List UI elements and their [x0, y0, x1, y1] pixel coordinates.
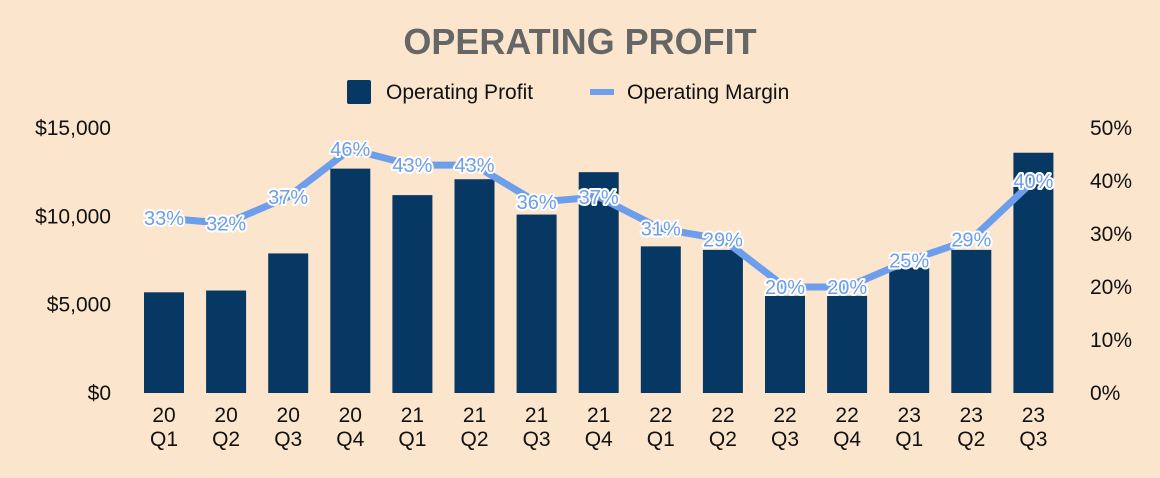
right-tick-label: 20%	[1090, 276, 1132, 299]
bar-series-operating-profit	[144, 152, 1054, 393]
category-label: 22 Q1	[647, 404, 675, 451]
bar-22-q4	[827, 295, 868, 393]
category-label: 20 Q4	[336, 404, 364, 451]
bar-23-q1	[889, 267, 930, 393]
margin-label-20-q3: 37%	[268, 187, 308, 209]
legend-label-operating-profit: Operating Profit	[386, 81, 533, 104]
margin-label-21-q4: 37%	[579, 187, 619, 209]
bar-20-q2	[206, 290, 247, 393]
bar-21-q4	[578, 172, 619, 393]
left-tick-label: $15,000	[35, 117, 111, 140]
category-label: 20 Q3	[274, 404, 302, 451]
right-tick-label: 10%	[1090, 329, 1132, 352]
bar-20-q1	[144, 292, 184, 393]
bar-20-q4	[330, 168, 371, 393]
category-label: 21 Q4	[585, 404, 613, 451]
category-label: 23 Q1	[895, 404, 923, 451]
x-axis: 20 Q1 20 Q2 20 Q3 20 Q4 21 Q1 21 Q2 21 Q3 21 Q4 22 Q1 22 Q2…	[150, 404, 1047, 451]
left-tick-label: $0	[88, 382, 111, 405]
category-label: 21 Q3	[523, 404, 551, 451]
category-label: 22 Q3	[771, 404, 799, 451]
margin-label-20-q2: 32%	[206, 213, 246, 235]
margin-label-20-q4: 46%	[330, 139, 370, 161]
left-tick-label: $10,000	[35, 205, 111, 228]
bar-22-q2	[702, 249, 743, 393]
chart-title: OPERATING PROFIT	[403, 21, 756, 62]
category-label: 23 Q2	[957, 404, 985, 451]
category-label: 20 Q2	[212, 404, 240, 451]
category-label: 22 Q4	[833, 404, 861, 451]
left-tick-label: $5,000	[47, 294, 111, 317]
margin-label-21-q3: 36%	[517, 192, 557, 214]
bar-21-q1	[392, 195, 433, 393]
line-series-operating-margin	[160, 145, 1037, 291]
operating-margin-line	[160, 145, 1037, 291]
right-axis: 0% 10% 20% 30% 40% 50%	[1090, 117, 1132, 405]
right-tick-label: 50%	[1090, 117, 1132, 140]
right-tick-label: 40%	[1090, 170, 1132, 193]
category-label: 21 Q1	[398, 404, 426, 451]
bar-22-q3	[765, 295, 805, 393]
category-label: 21 Q2	[460, 404, 488, 451]
legend-label-operating-margin: Operating Margin	[627, 81, 789, 104]
margin-label-22-q4: 20%	[827, 277, 867, 299]
margin-label-22-q1: 31%	[641, 219, 681, 241]
margin-label-23-q2: 29%	[951, 229, 991, 251]
margin-label-22-q2: 29%	[703, 229, 743, 251]
category-label: 20 Q1	[150, 404, 178, 451]
right-tick-label: 30%	[1090, 223, 1132, 246]
margin-label-21-q2: 43%	[454, 155, 494, 177]
bar-23-q2	[951, 249, 992, 393]
margin-label-21-q1: 43%	[392, 155, 432, 177]
category-label: 22 Q2	[709, 404, 737, 451]
bar-21-q3	[516, 214, 557, 393]
bar-20-q3	[268, 253, 309, 393]
margin-labels: 33% 32% 37% 46% 43% 43% 36% 37% 31% 29% 20% 20% 25% 2…	[142, 137, 1056, 301]
legend-swatch-operating-profit	[347, 80, 371, 104]
right-tick-label: 0%	[1090, 382, 1120, 405]
margin-label-20-q1: 33%	[144, 208, 184, 230]
margin-label-23-q1: 25%	[889, 251, 929, 273]
left-axis: $0 $5,000 $10,000 $15,000	[35, 117, 111, 405]
legend: Operating Profit Operating Margin	[347, 80, 789, 104]
margin-label-23-q3: 40%	[1013, 171, 1053, 193]
margin-label-22-q3: 20%	[765, 277, 805, 299]
bar-21-q2	[454, 179, 495, 393]
bar-22-q1	[640, 246, 681, 393]
category-label: 23 Q3	[1019, 404, 1047, 451]
